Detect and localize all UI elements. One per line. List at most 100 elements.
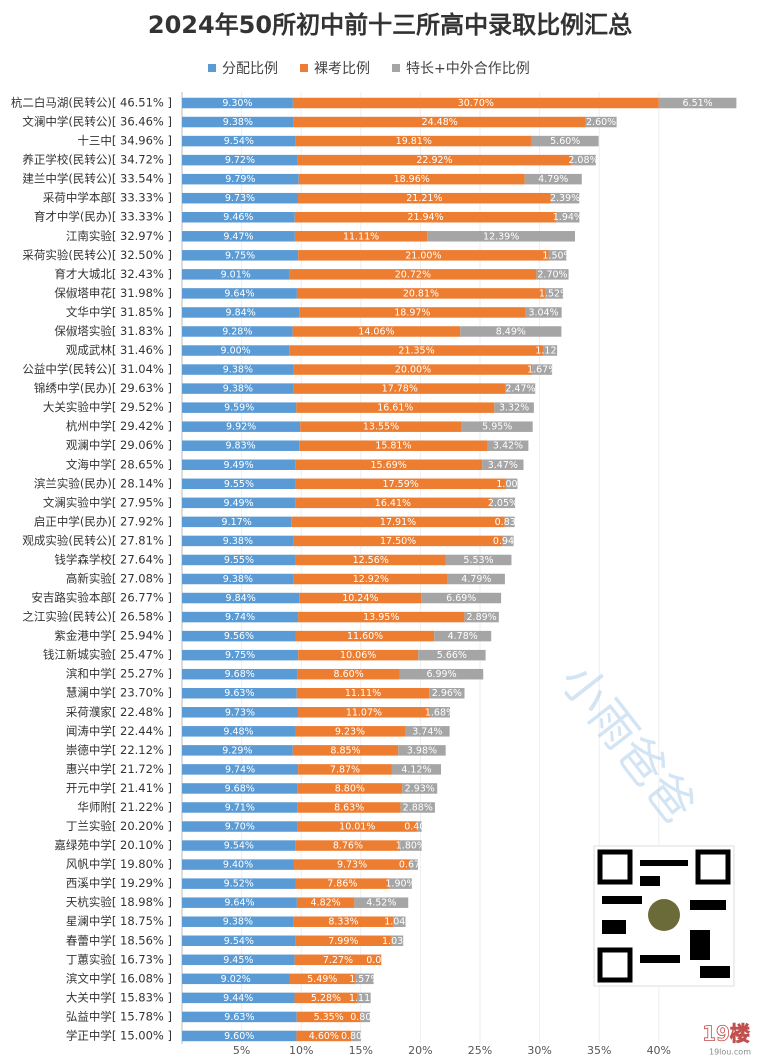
data-label: 9.54% bbox=[224, 841, 254, 852]
bar-segment bbox=[297, 821, 417, 832]
category-label: 西溪中学[ 19.29% ] bbox=[66, 876, 172, 890]
data-label: 9.49% bbox=[223, 460, 253, 471]
data-label: 12.56% bbox=[353, 555, 389, 566]
bar-segment bbox=[182, 135, 296, 147]
category-label: 风帆中学[ 19.80% ] bbox=[66, 857, 172, 871]
data-label: 9.73% bbox=[225, 193, 255, 204]
category-label: 杭州中学[ 29.42% ] bbox=[66, 419, 172, 433]
bar-segment bbox=[292, 326, 461, 337]
bar-segment bbox=[182, 516, 292, 528]
data-label: 9.23% bbox=[335, 726, 365, 737]
data-label: 9.63% bbox=[224, 1012, 254, 1023]
bar-segment bbox=[293, 364, 533, 375]
bar-segment bbox=[461, 421, 533, 432]
bar-segment bbox=[291, 516, 505, 528]
category-label: 丁蕙实验[ 16.73% ] bbox=[66, 952, 172, 966]
data-label: 9.45% bbox=[223, 955, 253, 966]
data-label: 9.75% bbox=[225, 650, 255, 661]
data-label: 9.84% bbox=[226, 307, 256, 318]
data-label: 9.47% bbox=[223, 231, 253, 242]
bar-segment bbox=[182, 878, 296, 889]
x-tick-label: 15% bbox=[349, 1044, 373, 1057]
data-label: 2.05% bbox=[488, 498, 518, 509]
data-label: 10.06% bbox=[340, 650, 376, 661]
bar-segment bbox=[296, 1030, 352, 1042]
bar-segment bbox=[182, 859, 295, 870]
data-label: 9.00% bbox=[221, 346, 251, 357]
bar-segment bbox=[182, 992, 295, 1004]
bar-segment bbox=[445, 554, 512, 566]
bar-segment bbox=[182, 383, 294, 394]
category-label: 启正中学(民办)[ 27.92% ] bbox=[34, 514, 172, 528]
data-label: 4.82% bbox=[311, 898, 341, 909]
data-label: 1.94% bbox=[553, 212, 583, 223]
category-label: 采荷实验(民转公)[ 32.50% ] bbox=[22, 248, 172, 262]
bar-segment bbox=[298, 173, 525, 185]
bar-segment bbox=[182, 935, 296, 947]
bar-segment bbox=[550, 192, 580, 204]
data-label: 8.76% bbox=[333, 841, 363, 852]
data-label: 5.66% bbox=[437, 650, 467, 661]
bar-segment bbox=[182, 211, 295, 223]
data-label: 20.00% bbox=[395, 365, 431, 376]
category-label: 紫金港中学[ 25.94% ] bbox=[54, 629, 172, 643]
qr-code bbox=[593, 845, 735, 987]
bar-segment bbox=[182, 250, 299, 261]
data-label: 9.38% bbox=[223, 365, 253, 376]
bar-segment bbox=[182, 573, 294, 585]
data-label: 11.60% bbox=[347, 631, 383, 642]
data-label: 1.52% bbox=[539, 288, 569, 299]
data-label: 1.50% bbox=[542, 250, 572, 261]
category-label: 开元中学[ 21.41% ] bbox=[66, 781, 172, 795]
data-label: 9.73% bbox=[225, 707, 255, 718]
data-label: 9.55% bbox=[224, 479, 254, 490]
data-label: 17.59% bbox=[383, 479, 419, 490]
bar-segment bbox=[390, 935, 404, 947]
data-label: 5.28% bbox=[311, 993, 341, 1004]
data-label: 9.73% bbox=[337, 860, 367, 871]
category-label: 高新实验[ 27.08% ] bbox=[66, 572, 172, 586]
data-label: 15.81% bbox=[375, 441, 411, 452]
data-label: 9.84% bbox=[226, 593, 256, 604]
data-label: 9.68% bbox=[225, 669, 255, 680]
data-label: 8.33% bbox=[328, 917, 358, 928]
category-label: 钱学森学校[ 27.64% ] bbox=[54, 552, 172, 566]
data-label: 4.12% bbox=[401, 764, 431, 775]
data-label: 21.00% bbox=[405, 250, 441, 261]
data-label: 2.70% bbox=[537, 269, 567, 280]
data-label: 4.79% bbox=[461, 574, 491, 585]
data-label: 1.67% bbox=[527, 365, 557, 376]
bar-segment bbox=[532, 364, 553, 375]
bar-segment bbox=[525, 307, 562, 318]
bar-segment bbox=[429, 687, 465, 699]
category-label: 养正学校(民转公)[ 34.72% ] bbox=[22, 153, 172, 167]
bar-segment bbox=[297, 668, 400, 680]
bar-segment bbox=[298, 250, 549, 261]
data-label: 1.11% bbox=[349, 993, 379, 1004]
data-label: 2.89% bbox=[467, 612, 497, 623]
data-label: 3.74% bbox=[412, 726, 442, 737]
data-label: 8.80% bbox=[335, 783, 365, 794]
category-label: 学正中学[ 15.00% ] bbox=[66, 1028, 172, 1042]
category-label: 丁兰实验[ 20.20% ] bbox=[66, 819, 172, 833]
data-label: 11.11% bbox=[345, 688, 381, 699]
bar-segment bbox=[295, 554, 446, 566]
bar-segment bbox=[289, 973, 355, 985]
category-label: 文海中学[ 28.65% ] bbox=[66, 457, 172, 471]
data-label: 7.86% bbox=[327, 879, 357, 890]
data-label: 13.95% bbox=[363, 612, 399, 623]
data-label: 9.02% bbox=[221, 974, 251, 985]
data-label: 9.01% bbox=[221, 269, 251, 280]
bar-segment bbox=[182, 192, 298, 204]
bar-segment bbox=[182, 231, 295, 242]
data-label: 9.55% bbox=[224, 555, 254, 566]
bar-segment bbox=[182, 707, 298, 718]
x-tick-label: 40% bbox=[647, 1044, 671, 1057]
data-label: 5.35% bbox=[314, 1012, 344, 1023]
data-label: 10.01% bbox=[339, 822, 375, 833]
bar-segment bbox=[460, 326, 562, 337]
data-label: 4.78% bbox=[448, 631, 478, 642]
category-label: 华师附[ 21.22% ] bbox=[77, 800, 172, 814]
data-label: 2.60% bbox=[586, 117, 616, 128]
data-label: 9.29% bbox=[222, 745, 252, 756]
